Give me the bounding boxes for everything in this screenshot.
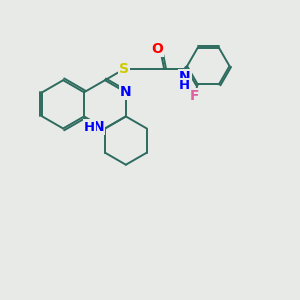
Text: N: N — [93, 120, 104, 134]
Text: N: N — [179, 70, 190, 84]
Text: F: F — [190, 89, 200, 103]
Text: O: O — [151, 42, 163, 56]
Text: N: N — [120, 85, 132, 99]
Text: H: H — [84, 121, 95, 134]
Text: H: H — [179, 79, 190, 92]
Text: S: S — [119, 62, 129, 76]
